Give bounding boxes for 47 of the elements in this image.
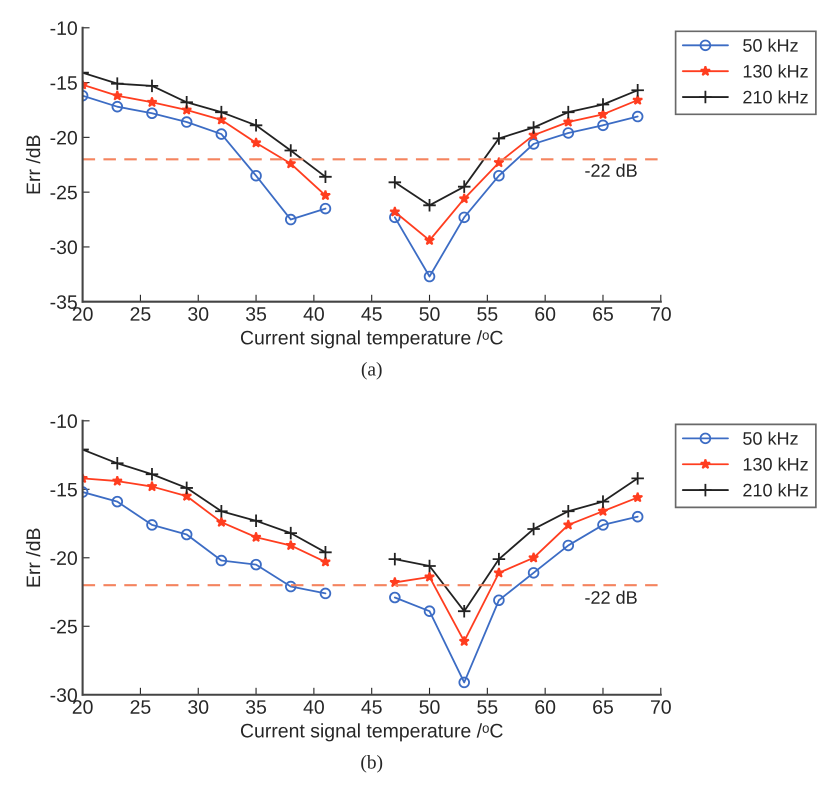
x-tick-label: 35 — [246, 307, 266, 321]
x-tick-label: 25 — [130, 307, 150, 321]
y-tick-label: -25 — [50, 186, 77, 200]
y-tick-label: -25 — [50, 620, 77, 634]
x-tick-label: 65 — [593, 307, 613, 321]
x-tick-label: 45 — [361, 700, 382, 714]
y-tick-label: -20 — [50, 130, 77, 145]
x-tick-label: 30 — [188, 700, 208, 714]
y-axis-title: Err /dB — [26, 136, 40, 194]
ref-line-label: -22 dB — [585, 164, 637, 177]
x-tick-label: 20 — [72, 307, 93, 321]
legend-label: 210 kHz — [743, 483, 808, 497]
legend-label: 210 kHz — [743, 90, 808, 104]
y-tick-label: -15 — [50, 76, 77, 90]
ref-line-label: -22 dB — [585, 590, 637, 604]
x-tick-label: 70 — [650, 307, 671, 321]
x-tick-label: 45 — [361, 307, 382, 321]
y-axis-title: Err /dB — [26, 528, 40, 586]
x-tick-label: 55 — [477, 700, 498, 714]
legend-label: 130 kHz — [744, 64, 808, 78]
y-tick-label: -30 — [50, 240, 77, 254]
x-axis-title: Current signal temperature /ᵒC — [240, 723, 503, 742]
x-tick-label: 60 — [535, 700, 556, 714]
y-tick-label: -30 — [50, 688, 77, 702]
x-tick-label: 55 — [477, 307, 498, 321]
x-tick-label: 30 — [188, 307, 208, 321]
legend-label: 130 kHz — [744, 457, 808, 471]
x-tick-label: 20 — [72, 700, 93, 714]
x-tick-label: 40 — [304, 307, 324, 321]
text: (a) — [362, 362, 382, 380]
x-tick-label: 60 — [535, 307, 556, 321]
y-tick-label: -10 — [50, 414, 77, 428]
x-tick-label: 35 — [246, 700, 266, 714]
x-tick-label: 50 — [419, 307, 440, 321]
y-tick-label: -10 — [50, 21, 77, 36]
x-axis-title: Current signal temperature /ᵒC — [240, 330, 503, 348]
text: (b) — [361, 755, 382, 773]
x-tick-label: 70 — [650, 700, 671, 714]
x-tick-label: 25 — [130, 700, 150, 714]
x-tick-label: 65 — [593, 700, 613, 714]
y-tick-label: -15 — [50, 482, 77, 497]
legend-label: 50 kHz — [743, 38, 798, 52]
x-tick-label: 50 — [419, 700, 440, 714]
legend-label: 50 kHz — [743, 432, 798, 445]
y-tick-label: -20 — [50, 551, 77, 566]
y-tick-label: -35 — [50, 295, 77, 309]
x-tick-label: 40 — [304, 700, 324, 714]
